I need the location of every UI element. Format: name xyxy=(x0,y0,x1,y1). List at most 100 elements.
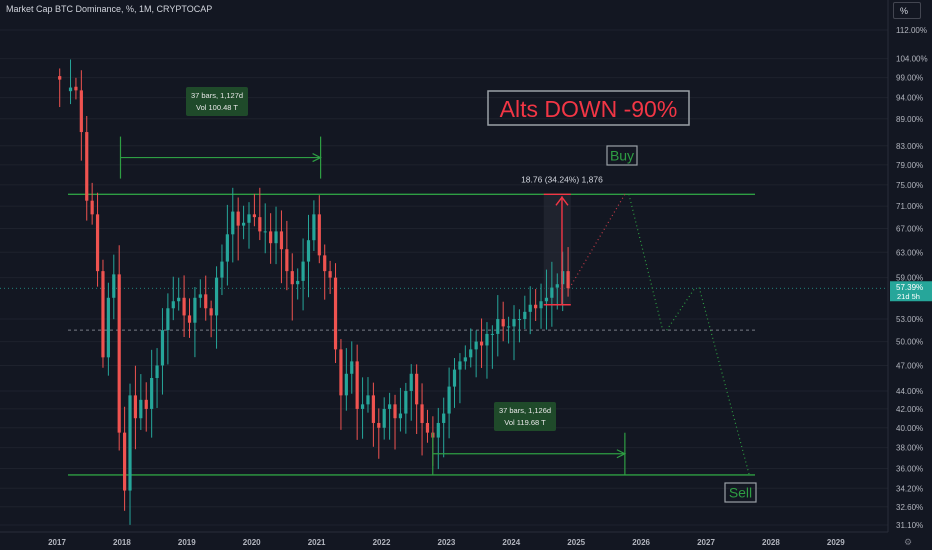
y-tick-label: 32.60% xyxy=(896,503,923,512)
x-tick-label: 2027 xyxy=(697,538,715,547)
scale-mode-button[interactable]: % xyxy=(893,2,921,19)
y-tick-label: 38.00% xyxy=(896,444,923,453)
candle-body xyxy=(182,297,186,316)
candle-body xyxy=(371,395,375,423)
y-tick-label: 67.00% xyxy=(896,224,923,233)
headline-border xyxy=(487,90,690,126)
x-tick-label: 2021 xyxy=(308,538,326,547)
candle-body xyxy=(150,378,154,409)
x-tick-label: 2029 xyxy=(827,538,845,547)
candle-body xyxy=(241,222,246,226)
candle-body xyxy=(420,404,424,423)
candle-body xyxy=(128,395,132,491)
measure-top-info: 37 bars, 1,127d Vol 100.48 T xyxy=(186,87,248,116)
candle-body xyxy=(566,271,570,289)
last-price-badge-bg xyxy=(890,281,932,302)
countdown-value: 21d 5h xyxy=(897,292,920,301)
buy-label-text: Buy xyxy=(610,148,634,164)
x-tick-label: 2023 xyxy=(438,538,456,547)
candle-body xyxy=(377,422,381,428)
y-tick-label: 34.20% xyxy=(896,484,923,493)
candle-body xyxy=(344,373,348,396)
candle-body xyxy=(90,200,94,215)
candle-body xyxy=(479,341,484,346)
candle-body xyxy=(160,330,165,366)
candle-body xyxy=(350,361,354,374)
candle-body xyxy=(496,319,500,334)
candle-body xyxy=(220,261,224,278)
candle-body xyxy=(263,231,267,233)
x-tick-label: 2020 xyxy=(243,538,261,547)
candle-body xyxy=(269,231,273,244)
candle-body xyxy=(555,284,559,288)
candle-body xyxy=(144,399,148,409)
candle-body xyxy=(506,326,511,328)
candle-body xyxy=(490,333,494,335)
x-tick-label: 2026 xyxy=(632,538,650,547)
settings-icon[interactable]: ⚙ xyxy=(904,537,913,547)
y-tick-label: 42.00% xyxy=(896,405,923,414)
candle-body xyxy=(123,432,127,491)
candle-body xyxy=(442,413,446,423)
candle-body xyxy=(279,231,284,250)
grid-lines xyxy=(0,29,888,526)
candle-body xyxy=(166,308,170,331)
measure-top-arrow xyxy=(119,136,322,179)
y-tick-label: 89.00% xyxy=(896,115,923,124)
x-tick-label: 2019 xyxy=(178,538,196,547)
chart-title: Market Cap BTC Dominance, %, 1M, CRYPTOC… xyxy=(6,4,213,14)
target-arrow-head xyxy=(555,196,569,206)
projection-segment xyxy=(628,194,664,331)
candle-body xyxy=(312,214,316,241)
candle-body xyxy=(187,315,192,323)
measure-bottom-info-volume: Vol 119.68 T xyxy=(504,418,546,427)
y-tick-label: 112.00% xyxy=(896,26,927,35)
candle-body xyxy=(447,386,451,414)
target-arrow: 18.76 (34.24%) 1,876 xyxy=(521,174,603,306)
candle-body xyxy=(155,365,159,379)
sell-label-border xyxy=(724,482,757,503)
candle-body xyxy=(474,341,478,350)
candle-body xyxy=(236,211,240,226)
candle-body xyxy=(425,422,430,433)
y-tick-label: 59.00% xyxy=(896,274,923,283)
y-tick-label: 79.00% xyxy=(896,161,923,170)
candle-body xyxy=(252,214,257,218)
candle-body xyxy=(301,261,305,281)
candle-body xyxy=(231,211,235,235)
candle-body xyxy=(117,274,121,433)
candle-body xyxy=(339,349,343,396)
candle-body xyxy=(106,297,110,358)
candle-body xyxy=(74,86,78,91)
candle-body xyxy=(539,301,543,309)
levels xyxy=(0,193,888,476)
candle-body xyxy=(323,255,327,272)
y-tick-label: 53.00% xyxy=(896,315,923,324)
y-tick-label: 31.10% xyxy=(896,521,923,530)
candle-body xyxy=(177,297,181,302)
candle-body xyxy=(415,373,419,405)
candle-body xyxy=(139,399,143,419)
y-tick-label: 104.00% xyxy=(896,55,928,64)
y-tick-label: 36.00% xyxy=(896,464,923,473)
headline-box: Alts DOWN -90% xyxy=(487,90,690,126)
measure-bottom-info: 37 bars, 1,126d Vol 119.68 T xyxy=(494,402,556,431)
measure-top-info-bars: 37 bars, 1,127d xyxy=(191,91,243,100)
y-tick-label: 75.00% xyxy=(896,181,923,190)
projection-segment xyxy=(568,194,626,289)
candle-body xyxy=(404,390,408,414)
candle-body xyxy=(561,271,565,285)
sell-label-text: Sell xyxy=(729,485,752,501)
candle-body xyxy=(204,294,208,309)
measure-bottom-info-bars: 37 bars, 1,126d xyxy=(499,406,551,415)
candle-body xyxy=(409,373,413,391)
candle-body xyxy=(485,333,489,346)
y-axis: 112.00% 104.00% 99.00% 94.00% 89.00% 83.00% 79… xyxy=(887,0,928,532)
candle-body xyxy=(58,76,62,80)
measure-top-info-bg xyxy=(186,87,248,116)
measure-bottom-info-bg xyxy=(494,402,556,431)
y-tick-label: 47.00% xyxy=(896,361,923,370)
y-tick-label: 44.00% xyxy=(896,387,923,396)
last-price-badge: 57.39%21d 5h xyxy=(890,281,932,302)
